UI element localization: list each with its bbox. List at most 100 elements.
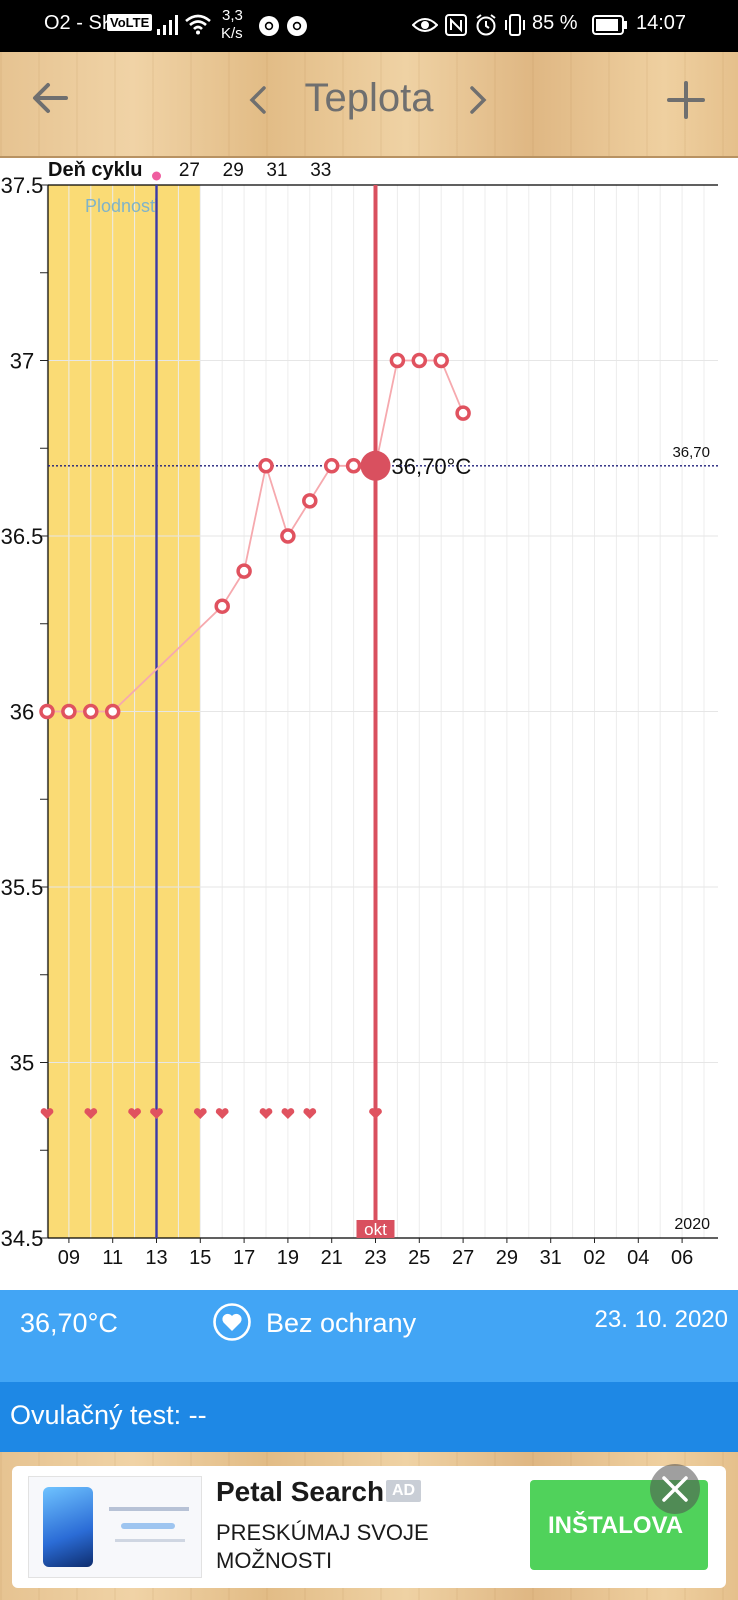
- y-tick-label: 36.5: [1, 524, 44, 549]
- chrome-icon-2: [287, 16, 307, 36]
- x-tick-label: 27: [452, 1247, 474, 1269]
- chart-svg[interactable]: 37.5 37 36.5 36 35.5 35 34.5 09 11 13 15 17 19 21 23 2…: [0, 158, 738, 1290]
- temperature-point[interactable]: [323, 458, 340, 474]
- prev-button[interactable]: [246, 82, 270, 128]
- heart-icon[interactable]: [193, 1108, 207, 1119]
- ad-title: Petal Search: [216, 1476, 385, 1507]
- y-tick-label: 37: [10, 349, 34, 374]
- arrow-left-icon: [33, 83, 68, 113]
- ad-thumbnail-text-3: [115, 1539, 185, 1542]
- heart-icon[interactable]: [281, 1108, 295, 1119]
- x-tick-label: 19: [277, 1247, 299, 1269]
- add-button[interactable]: [666, 80, 706, 130]
- next-button[interactable]: [466, 82, 490, 128]
- temperature-point[interactable]: [389, 352, 406, 369]
- month-label: okt: [364, 1220, 387, 1239]
- cycle-day-label: Deň cyklu: [48, 159, 142, 181]
- x-tick-label: 31: [540, 1247, 562, 1269]
- temperature-point[interactable]: [455, 405, 471, 421]
- temperature-point[interactable]: [61, 703, 77, 720]
- temperature-point[interactable]: [345, 458, 362, 474]
- battery-icon: [592, 15, 627, 35]
- protection-toggle[interactable]: [212, 1302, 252, 1347]
- app-bar: Teplota: [0, 52, 738, 158]
- reference-line-label: 36,70: [672, 444, 710, 461]
- temperature-point[interactable]: [258, 458, 274, 474]
- temperature-point[interactable]: [236, 563, 252, 579]
- temperature-point[interactable]: [280, 528, 296, 544]
- data-speed-value: 3,3: [222, 7, 243, 24]
- heart-icon[interactable]: [84, 1108, 98, 1119]
- temperature-point[interactable]: [433, 352, 449, 369]
- x-tick-label: 21: [321, 1247, 343, 1269]
- temperature-point[interactable]: [83, 703, 99, 720]
- plus-icon: [667, 81, 705, 119]
- temperature-point[interactable]: [214, 598, 230, 614]
- status-bar: O2 - SK VoLTE 3,3 K/s 85 % 14:07: [0, 0, 738, 52]
- selected-point[interactable]: [360, 450, 391, 481]
- ad-banner-area: Petal Search AD PRESKÚMAJ SVOJE MOŽNOSTI…: [0, 1452, 738, 1600]
- ad-line-2: MOŽNOSTI: [216, 1548, 333, 1573]
- x-tick-label: 09: [58, 1247, 80, 1269]
- heart-icon[interactable]: [369, 1108, 382, 1119]
- ad-thumbnail-text-2: [121, 1523, 175, 1529]
- year-label: 2020: [674, 1216, 710, 1233]
- ovulation-test-text: Ovulačný test: --: [10, 1400, 207, 1430]
- selected-date: 23. 10. 2020: [594, 1306, 728, 1333]
- heart-circle-icon: [213, 1303, 251, 1341]
- temperature-chart[interactable]: 37.5 37 36.5 36 35.5 35 34.5 09 11 13 15 17 19 21 23 2…: [0, 158, 738, 1290]
- x-tick-label: 13: [145, 1247, 167, 1269]
- heart-icon[interactable]: [303, 1108, 317, 1119]
- ad-close-button[interactable]: [650, 1464, 700, 1514]
- wifi-icon: [185, 14, 211, 35]
- ad-install-label: INŠTALOVA: [548, 1512, 684, 1539]
- x-tick-label: 29: [496, 1247, 518, 1269]
- heart-icon[interactable]: [40, 1108, 54, 1119]
- carrier-label: O2 - SK: [44, 12, 116, 34]
- signal-icon: [157, 15, 178, 35]
- ad-thumbnail-phone: [43, 1487, 93, 1567]
- ovulation-marker-icon: [152, 171, 161, 181]
- cycle-day-tick-label: 27: [179, 160, 200, 181]
- chevron-left-icon: [249, 86, 266, 114]
- x-tick-label: 15: [189, 1247, 211, 1269]
- ovulation-test-bar[interactable]: Ovulačný test: --: [0, 1382, 738, 1452]
- screen-title: Teplota: [304, 76, 434, 120]
- y-tick-label: 35.5: [1, 875, 44, 900]
- nfc-icon: [445, 14, 467, 36]
- data-speed-unit: K/s: [221, 25, 243, 42]
- ad-thumbnail-text: [109, 1507, 189, 1511]
- day-info-bar[interactable]: 36,70°C Bez ochrany 23. 10. 2020: [0, 1290, 738, 1382]
- chevron-right-icon: [470, 86, 487, 114]
- temperature-point[interactable]: [411, 352, 428, 369]
- x-tick-label: 25: [408, 1247, 430, 1269]
- ad-line-1: PRESKÚMAJ SVOJE: [216, 1520, 429, 1545]
- temperature-point[interactable]: [104, 703, 121, 720]
- vibrate-icon: [505, 14, 525, 36]
- x-tick-label: 06: [671, 1247, 693, 1269]
- back-button[interactable]: [30, 78, 70, 128]
- temperature-point[interactable]: [302, 493, 318, 509]
- clock: 14:07: [636, 12, 687, 34]
- alarm-icon: [476, 14, 496, 36]
- x-tick-label: 17: [233, 1247, 255, 1269]
- eye-icon: [412, 18, 438, 32]
- heart-icon[interactable]: [259, 1108, 273, 1119]
- month-badge: [356, 1220, 395, 1238]
- y-tick-label: 37.5: [1, 173, 44, 198]
- x-tick-label: 23: [364, 1247, 386, 1269]
- chrome-icon: [259, 16, 279, 36]
- x-tick-label: 04: [627, 1247, 649, 1269]
- y-tick-label: 36: [10, 700, 34, 725]
- x-tick-label: 11: [102, 1247, 123, 1269]
- selected-value-label: 36,70°C: [392, 454, 472, 479]
- protection-label: Bez ochrany: [266, 1308, 417, 1338]
- x-tick-label: 02: [583, 1247, 605, 1269]
- close-icon: [662, 1476, 688, 1502]
- ad-card[interactable]: Petal Search AD PRESKÚMAJ SVOJE MOŽNOSTI…: [12, 1464, 726, 1588]
- heart-icon[interactable]: [215, 1108, 229, 1119]
- ad-thumbnail[interactable]: [28, 1476, 202, 1578]
- heart-icon[interactable]: [150, 1108, 163, 1119]
- heart-icon[interactable]: [128, 1108, 141, 1119]
- temperature-point[interactable]: [39, 703, 55, 720]
